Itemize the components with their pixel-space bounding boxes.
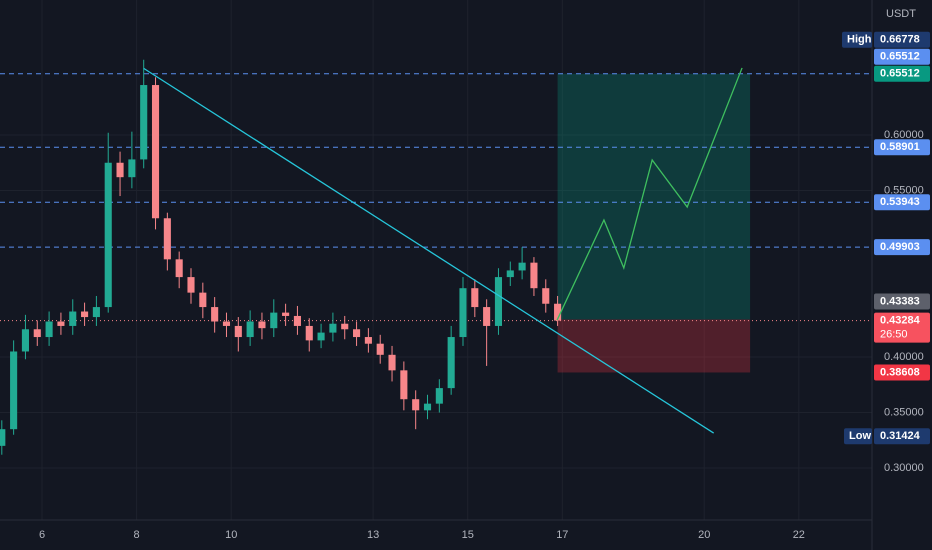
candle-body — [329, 323, 337, 333]
price-level-tag-bg — [874, 194, 930, 211]
candle-body — [341, 323, 349, 330]
x-tick-label: 20 — [698, 529, 710, 541]
candle-body — [81, 311, 89, 318]
y-tick-label: 0.30000 — [884, 462, 924, 474]
candle-body — [211, 307, 219, 322]
candle-body — [483, 307, 491, 326]
profit-zone — [557, 73, 751, 320]
x-tick-label: 17 — [556, 529, 568, 541]
candle-body — [270, 312, 278, 329]
candle-body — [10, 351, 18, 430]
stop-tag: 0.38608 — [880, 366, 920, 378]
x-tick-label: 13 — [367, 529, 379, 541]
candle-body — [33, 329, 41, 338]
candle-body — [199, 292, 207, 308]
projection-path — [556, 67, 743, 321]
candle-body — [400, 370, 408, 400]
x-tick-label: 10 — [225, 529, 237, 541]
target-tag-bg — [874, 65, 930, 82]
candle-body — [376, 343, 384, 355]
loss-zone — [557, 319, 751, 373]
price-level-tag: 0.65512 — [880, 51, 920, 63]
low-value-tag-bg — [874, 428, 930, 445]
candle-body — [258, 321, 266, 329]
y-tick-label: 0.60000 — [884, 129, 924, 141]
candle-body — [187, 277, 195, 293]
price-level-tag: 0.58901 — [880, 141, 920, 153]
candle-body — [151, 85, 160, 219]
candle-body — [140, 85, 148, 160]
candle-body — [57, 321, 65, 326]
candle-body — [530, 262, 538, 289]
candle-body — [104, 162, 112, 308]
candle-body — [494, 277, 503, 326]
high-value-tag-bg — [874, 31, 930, 48]
stop-tag-bg — [874, 364, 930, 381]
candle-body — [128, 159, 136, 178]
low-value-tag: 0.31424 — [880, 430, 921, 442]
y-tick-label: 0.35000 — [884, 406, 924, 418]
candle-body — [542, 288, 550, 304]
candle-body — [364, 337, 372, 344]
candle-body — [305, 325, 313, 341]
candle-body — [222, 321, 231, 326]
candle-body — [447, 337, 455, 389]
candle-body — [116, 162, 124, 178]
price-level-tag: 0.49903 — [880, 241, 920, 253]
last-price-tag: 0.43284 — [880, 314, 921, 326]
candle-body — [92, 307, 100, 318]
high-label: High — [847, 34, 872, 46]
candle-body — [317, 332, 325, 341]
trendline — [143, 67, 715, 434]
candle-body — [506, 270, 514, 278]
candle-body — [246, 321, 254, 338]
target-tag: 0.65512 — [880, 68, 920, 80]
x-tick-label: 15 — [462, 529, 474, 541]
candle-body — [0, 429, 6, 446]
candle-body — [234, 325, 242, 338]
candle-body — [388, 354, 396, 371]
entry-tag: 0.43383 — [880, 295, 920, 307]
candle-body — [459, 288, 467, 338]
candle-body — [282, 312, 290, 316]
high-label-bg — [842, 31, 872, 48]
candle-body — [353, 329, 361, 338]
candle-body — [163, 218, 171, 260]
high-value-tag: 0.66778 — [880, 34, 920, 46]
x-tick-label: 6 — [39, 529, 45, 541]
countdown: 26:50 — [880, 328, 908, 340]
candle-body — [293, 315, 301, 326]
candle-body — [69, 311, 77, 326]
y-tick-label: 0.40000 — [884, 351, 924, 363]
candle-body — [21, 329, 29, 352]
candle-body — [518, 262, 526, 271]
entry-tag-bg — [874, 293, 930, 310]
candle-body — [423, 403, 432, 411]
candle-body — [45, 321, 53, 338]
price-level-tag: 0.53943 — [880, 196, 920, 208]
candle-body — [471, 288, 479, 308]
y-tick-label: 0.55000 — [884, 184, 924, 196]
currency-label: USDT — [886, 8, 916, 20]
x-tick-label: 22 — [793, 529, 805, 541]
low-label-bg — [844, 428, 872, 445]
price-level-tag-bg — [874, 48, 930, 65]
last-price-bg — [874, 312, 930, 343]
price-level-tag-bg — [874, 239, 930, 256]
candle-body — [554, 303, 562, 321]
candle-body — [435, 388, 443, 404]
low-label: Low — [849, 430, 871, 442]
candle-body — [412, 399, 420, 411]
price-level-tag-bg — [874, 139, 930, 156]
x-tick-label: 8 — [134, 529, 140, 541]
candle-body — [175, 259, 183, 278]
